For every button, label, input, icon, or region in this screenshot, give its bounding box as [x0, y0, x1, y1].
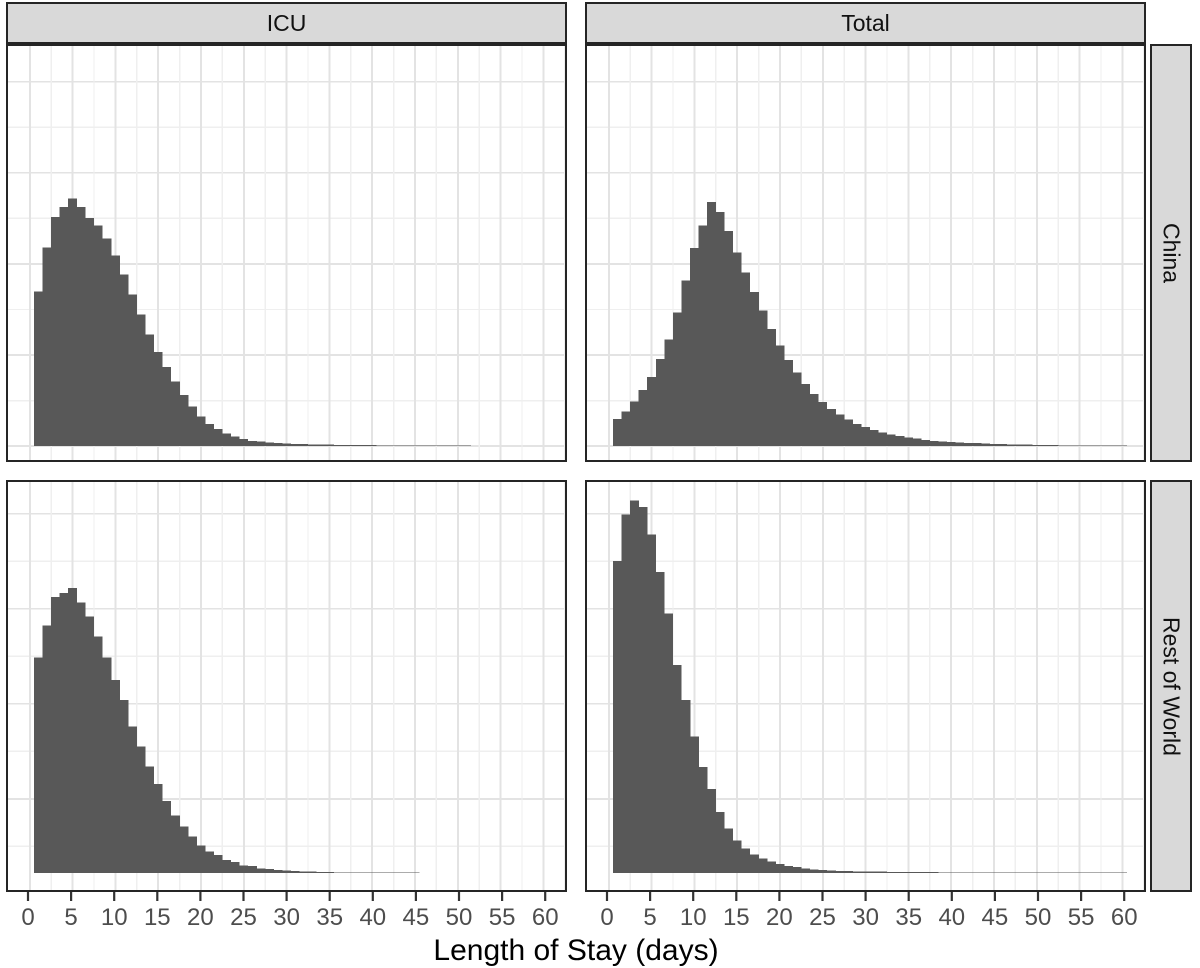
- panel-total-rest-of-world: [585, 480, 1146, 892]
- x-tick-label: 35: [316, 904, 343, 931]
- x-tick-label: 15: [723, 904, 750, 931]
- x-tick-label: 5: [64, 904, 77, 931]
- x-tick-label: 5: [643, 904, 656, 931]
- facet-strip-total: Total: [585, 2, 1146, 44]
- facet-strip-rest-of-world: Rest of World: [1150, 480, 1192, 892]
- x-tick-label: 25: [809, 904, 836, 931]
- x-tick-label: 60: [1111, 904, 1138, 931]
- facet-strip-icu: ICU: [6, 2, 567, 44]
- facet-strip-icu-label: ICU: [266, 9, 307, 36]
- facet-strip-total-label: Total: [841, 9, 890, 36]
- x-tick-label: 30: [273, 904, 300, 931]
- x-tick-label: 35: [895, 904, 922, 931]
- x-tick-label: 60: [532, 904, 559, 931]
- x-tick-label: 20: [766, 904, 793, 931]
- x-axis: 0 5 10 15 20 25 30 35 40 45 50 55 60 0 5 10 15 20 25 30 35 40…: [21, 892, 1138, 931]
- x-tick-label: 55: [1068, 904, 1095, 931]
- x-tick-label: 45: [403, 904, 430, 931]
- x-tick-label: 50: [1025, 904, 1052, 931]
- panel-total-china: [585, 44, 1146, 462]
- x-tick-label: 10: [680, 904, 707, 931]
- x-tick-label: 50: [446, 904, 473, 931]
- x-tick-label: 45: [982, 904, 1009, 931]
- x-tick-label: 15: [144, 904, 171, 931]
- x-tick-label: 20: [187, 904, 214, 931]
- x-tick-label: 55: [489, 904, 516, 931]
- x-tick-label: 40: [359, 904, 386, 931]
- facet-strip-china-label: China: [1158, 222, 1185, 284]
- x-tick-label: 0: [600, 904, 613, 931]
- x-tick-label: 0: [21, 904, 34, 931]
- x-tick-label: 25: [230, 904, 257, 931]
- panel-icu-china: [6, 44, 567, 462]
- x-axis-title: Length of Stay (days): [433, 934, 719, 967]
- x-tick-label: 10: [101, 904, 128, 931]
- facet-strip-china: China: [1150, 44, 1192, 462]
- facet-strip-rest-of-world-label: Rest of World: [1158, 616, 1185, 756]
- panel-icu-rest-of-world: [6, 480, 567, 892]
- x-tick-label: 30: [852, 904, 879, 931]
- x-tick-label: 40: [938, 904, 965, 931]
